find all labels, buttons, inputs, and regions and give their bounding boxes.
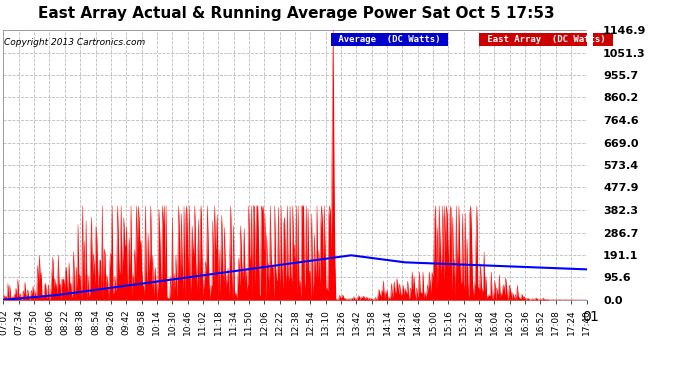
Text: Copyright 2013 Cartronics.com: Copyright 2013 Cartronics.com <box>4 38 146 47</box>
Text: Average  (DC Watts): Average (DC Watts) <box>333 35 446 44</box>
Text: East Array Actual & Running Average Power Sat Oct 5 17:53: East Array Actual & Running Average Powe… <box>39 6 555 21</box>
Text: East Array  (DC Watts): East Array (DC Watts) <box>482 35 611 44</box>
